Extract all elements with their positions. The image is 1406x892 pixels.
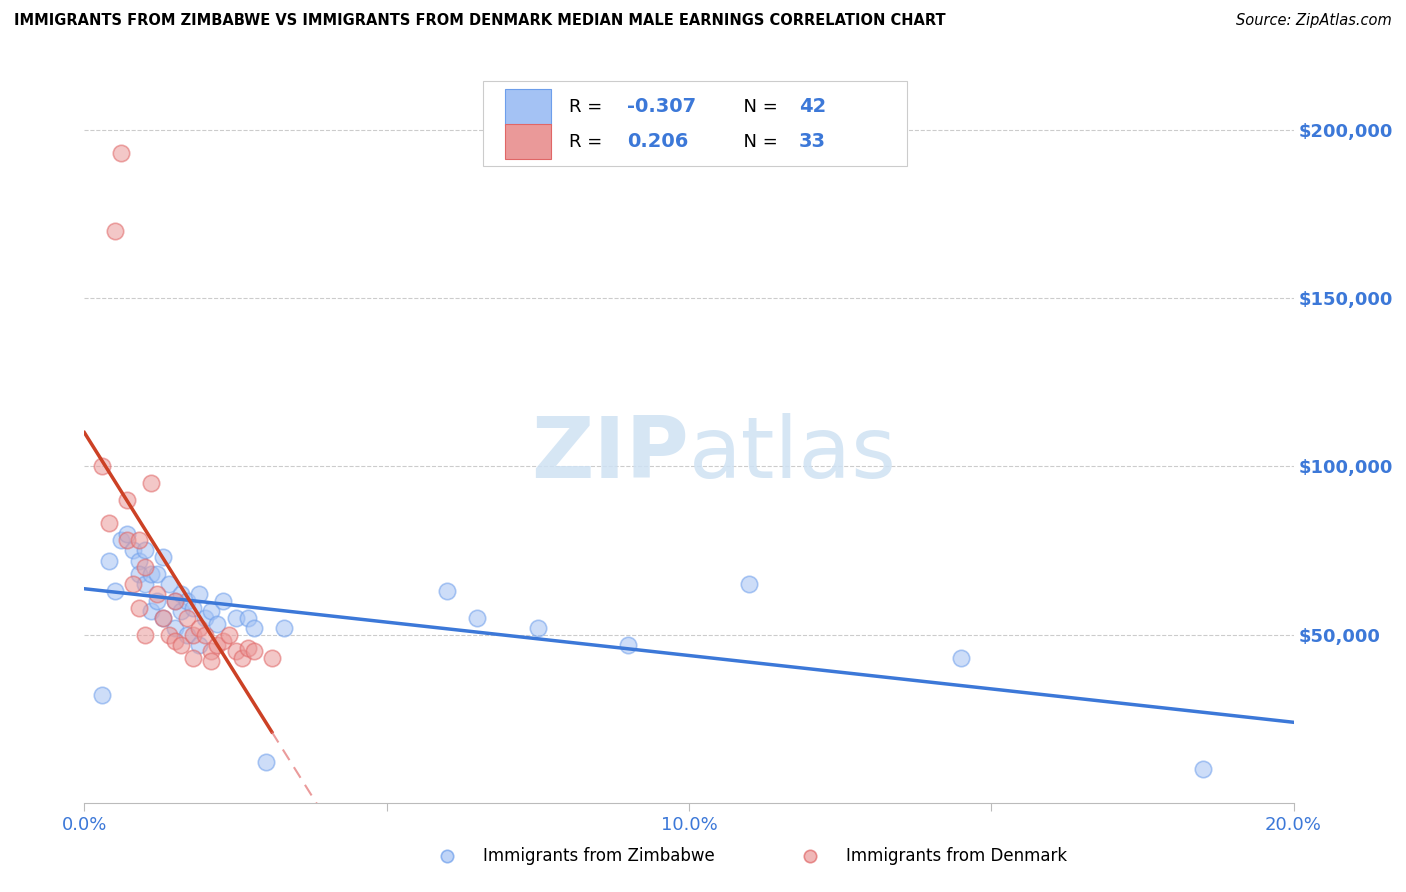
Point	[738, 577, 761, 591]
Point	[436, 583, 458, 598]
Point	[181, 627, 204, 641]
Point	[176, 594, 198, 608]
Point	[225, 610, 247, 624]
Point	[128, 600, 150, 615]
Point	[134, 543, 156, 558]
Point	[207, 638, 229, 652]
Point	[139, 476, 162, 491]
Text: ZIP: ZIP	[531, 413, 689, 496]
Point	[146, 566, 169, 581]
Point	[1192, 762, 1215, 776]
Point	[273, 621, 295, 635]
FancyBboxPatch shape	[505, 89, 551, 125]
Point	[242, 644, 264, 658]
FancyBboxPatch shape	[484, 81, 907, 166]
Text: Immigrants from Denmark: Immigrants from Denmark	[846, 847, 1067, 865]
Point	[157, 577, 180, 591]
Point	[200, 644, 222, 658]
Text: 42: 42	[799, 97, 827, 116]
Point	[152, 610, 174, 624]
Point	[950, 651, 973, 665]
Point	[115, 526, 138, 541]
Text: -0.307: -0.307	[627, 97, 696, 116]
Point	[212, 594, 235, 608]
Point	[467, 610, 489, 624]
Point	[97, 553, 120, 567]
Point	[194, 610, 217, 624]
Point	[170, 638, 193, 652]
Text: N =: N =	[733, 98, 785, 116]
Text: 33: 33	[799, 132, 825, 151]
Text: IMMIGRANTS FROM ZIMBABWE VS IMMIGRANTS FROM DENMARK MEDIAN MALE EARNINGS CORRELA: IMMIGRANTS FROM ZIMBABWE VS IMMIGRANTS F…	[14, 13, 946, 29]
Text: R =: R =	[569, 133, 614, 151]
Point	[134, 627, 156, 641]
Point	[165, 634, 187, 648]
Point	[134, 577, 156, 591]
Point	[146, 594, 169, 608]
Point	[218, 627, 240, 641]
Point	[97, 516, 120, 531]
Point	[152, 550, 174, 565]
Point	[165, 594, 187, 608]
Point	[207, 617, 229, 632]
Point	[115, 533, 138, 548]
Point	[170, 604, 193, 618]
Point	[152, 610, 174, 624]
Point	[104, 583, 127, 598]
Point	[128, 533, 150, 548]
Point	[231, 651, 253, 665]
Text: Immigrants from Zimbabwe: Immigrants from Zimbabwe	[484, 847, 716, 865]
Point	[176, 627, 198, 641]
Text: atlas: atlas	[689, 413, 897, 496]
Point	[188, 621, 211, 635]
Point	[170, 587, 193, 601]
Point	[527, 621, 550, 635]
Point	[121, 543, 143, 558]
Point	[181, 600, 204, 615]
Point	[236, 640, 259, 655]
Point	[165, 594, 187, 608]
Point	[242, 621, 264, 635]
Point	[157, 627, 180, 641]
Point	[121, 577, 143, 591]
Point	[254, 756, 277, 770]
Point	[225, 644, 247, 658]
Point	[200, 655, 222, 669]
Point	[110, 533, 132, 548]
Point	[110, 146, 132, 161]
Point	[128, 566, 150, 581]
Point	[236, 610, 259, 624]
Point	[91, 688, 114, 702]
Text: N =: N =	[733, 133, 785, 151]
Point	[134, 560, 156, 574]
Text: Source: ZipAtlas.com: Source: ZipAtlas.com	[1236, 13, 1392, 29]
Point	[128, 553, 150, 567]
Point	[181, 651, 204, 665]
Point	[188, 638, 211, 652]
Point	[139, 604, 162, 618]
Point	[91, 459, 114, 474]
Point	[176, 610, 198, 624]
FancyBboxPatch shape	[505, 124, 551, 160]
Point	[194, 627, 217, 641]
Text: R =: R =	[569, 98, 609, 116]
Point	[115, 492, 138, 507]
Point	[104, 224, 127, 238]
Point	[260, 651, 283, 665]
Point	[200, 604, 222, 618]
Point	[165, 621, 187, 635]
Text: 0.206: 0.206	[627, 132, 689, 151]
Point	[617, 638, 640, 652]
Point	[188, 587, 211, 601]
Point	[212, 634, 235, 648]
Point	[146, 587, 169, 601]
Point	[139, 566, 162, 581]
